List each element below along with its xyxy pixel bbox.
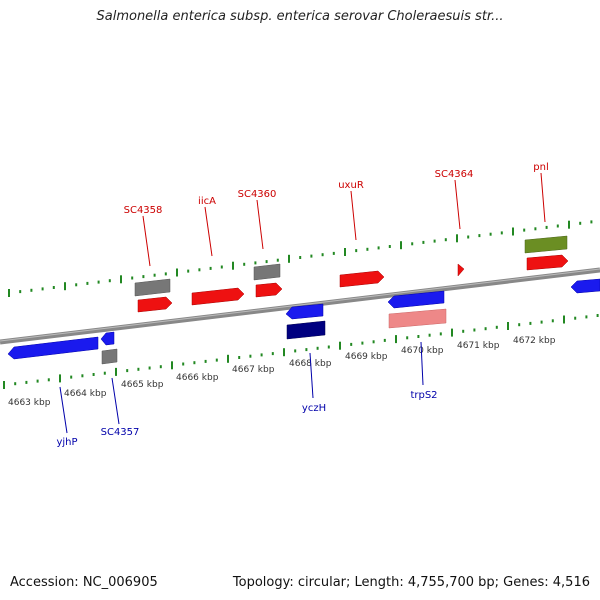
gene-arrow-sc4358[interactable]: [137, 296, 173, 313]
gene-arrow-trps2[interactable]: [387, 290, 445, 309]
scale-label: 4667 kbp: [232, 365, 275, 375]
gene-label-sc4357[interactable]: SC4357: [101, 427, 140, 438]
accession-text: Accession: NC_006905: [10, 575, 158, 590]
forward-labels: SC4358 iicA SC4360 uxuR SC4364 pnl: [124, 162, 549, 216]
forward-label-connectors: [142, 172, 546, 267]
forward-features: [134, 235, 569, 313]
gene-arrow-sc4360[interactable]: [255, 282, 283, 298]
scale-label: 4665 kbp: [121, 380, 164, 390]
genome-title: Salmonella enterica subsp. enterica sero…: [96, 9, 504, 24]
scale-label: 4671 kbp: [457, 341, 500, 351]
gene-arrow-sc4364[interactable]: [457, 263, 465, 277]
genome-info-text: Topology: circular; Length: 4,755,700 bp…: [232, 575, 590, 590]
scale-label: 4663 kbp: [8, 398, 51, 408]
rna-feature-sc4360[interactable]: [253, 263, 281, 281]
gene-label-pnl[interactable]: pnl: [533, 162, 548, 173]
gene-arrow-yczh[interactable]: [285, 303, 324, 320]
reverse-label-connectors: [59, 341, 424, 434]
misc-feature-pnl[interactable]: [524, 235, 568, 254]
gene-arrow-yjhp[interactable]: [7, 336, 99, 360]
scale-label: 4669 kbp: [345, 352, 388, 362]
reverse-features: [7, 278, 600, 365]
gene-label-iica[interactable]: iicA: [198, 196, 216, 207]
pseudo-feature-trps2[interactable]: [388, 308, 447, 329]
rna-feature-sc4358[interactable]: [134, 278, 171, 297]
gene-label-sc4360[interactable]: SC4360: [238, 189, 277, 200]
gene-arrow-pnl[interactable]: [526, 254, 569, 271]
gene-arrow-iica[interactable]: [191, 287, 245, 306]
gene-label-yjhp[interactable]: yjhP: [56, 437, 77, 448]
reverse-labels: yjhP SC4357 yczH trpS2: [56, 390, 437, 448]
scale-label: 4670 kbp: [401, 346, 444, 356]
gene-label-trps2[interactable]: trpS2: [410, 390, 437, 401]
scale-label: 4664 kbp: [64, 389, 107, 399]
dark-feature-yczh[interactable]: [286, 320, 326, 340]
gene-arrow-edge[interactable]: [570, 278, 600, 294]
reverse-strand-ticks: [3, 314, 599, 389]
footer: Accession: NC_006905 Topology: circular;…: [10, 575, 590, 591]
scale-label: 4666 kbp: [176, 373, 219, 383]
gene-label-yczh[interactable]: yczH: [302, 403, 326, 414]
gene-arrow-sc4357[interactable]: [100, 331, 115, 346]
gene-arrow-uxur[interactable]: [339, 270, 385, 288]
genome-backbone-highlight: [0, 268, 600, 342]
forward-strand-ticks: [8, 220, 593, 297]
gene-label-sc4358[interactable]: SC4358: [124, 205, 163, 216]
gene-label-sc4364[interactable]: SC4364: [435, 169, 474, 180]
rna-feature-sc4357[interactable]: [101, 348, 118, 365]
scale-label: 4672 kbp: [513, 336, 556, 346]
gene-label-uxur[interactable]: uxuR: [338, 180, 364, 191]
